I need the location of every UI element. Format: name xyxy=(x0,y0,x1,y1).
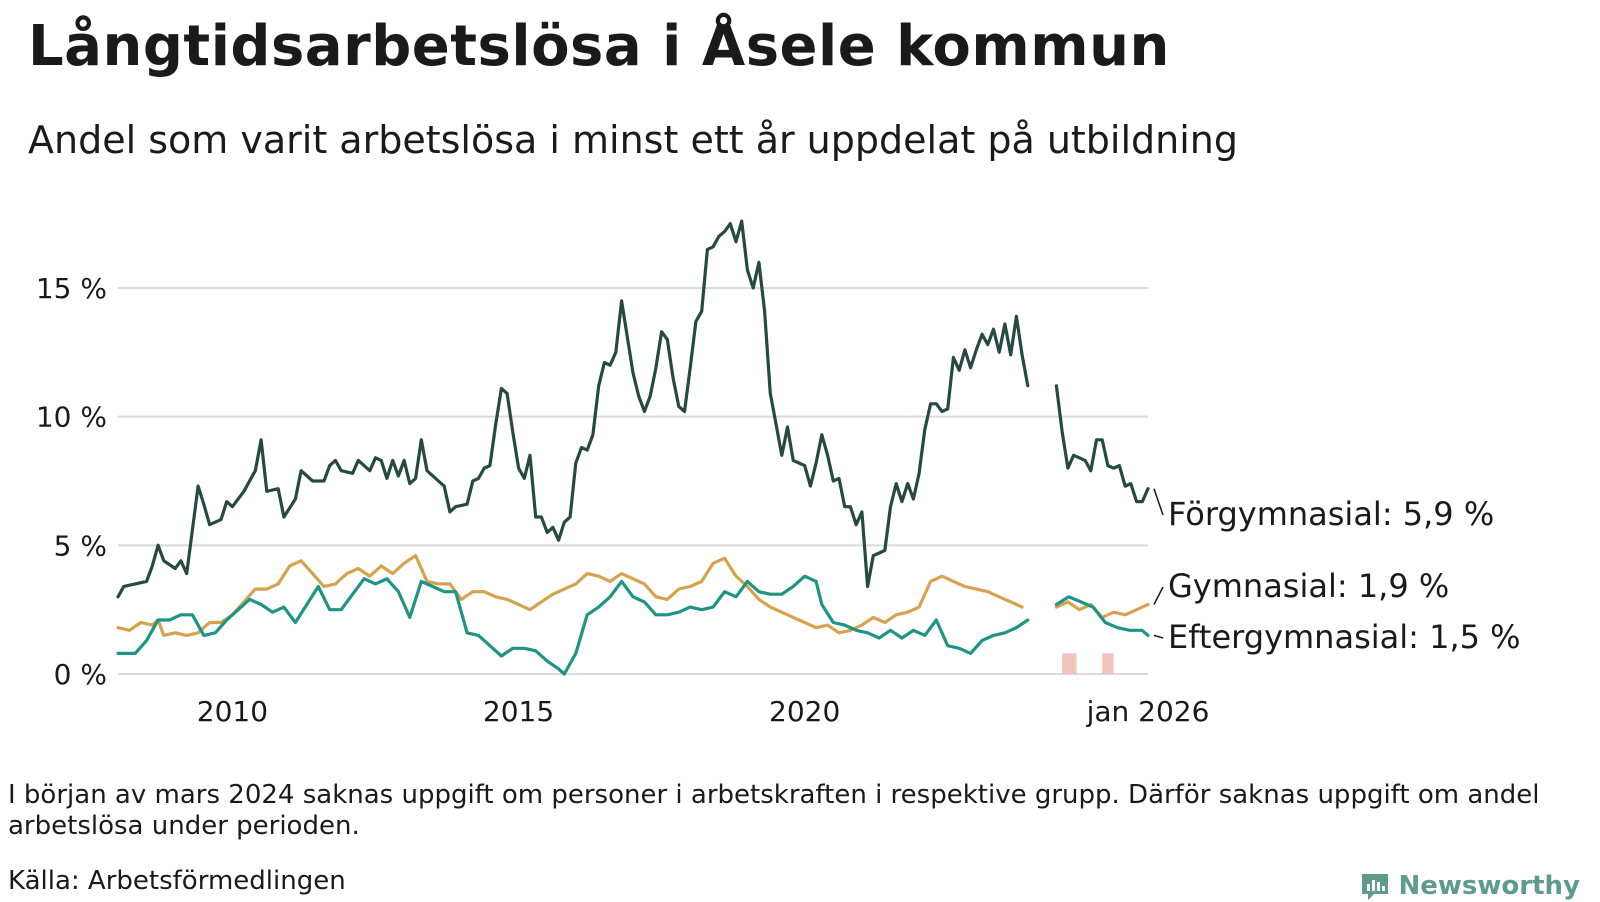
y-tick-label: 5 % xyxy=(54,529,107,562)
missing-data-marker xyxy=(1102,653,1114,674)
series-line-gymnasial xyxy=(1054,600,1150,619)
label-connector xyxy=(1153,488,1164,516)
y-tick-label: 15 % xyxy=(36,272,107,305)
chart-note: I början av mars 2024 saknas uppgift om … xyxy=(8,780,1540,841)
x-tick-label: 2020 xyxy=(769,695,840,728)
label-connector xyxy=(1153,634,1164,639)
chart-subtitle: Andel som varit arbetslösa i minst ett å… xyxy=(28,118,1239,162)
series-end-label: Förgymnasial: 5,9 % xyxy=(1168,495,1494,533)
series-line-gymnasial xyxy=(116,554,1024,637)
series-line-förgymnasial xyxy=(116,219,1030,599)
series-line-eftergymnasial xyxy=(116,574,1030,676)
series-line-förgymnasial xyxy=(1054,384,1150,504)
y-tick-label: 0 % xyxy=(54,658,107,691)
x-tick-label: 2015 xyxy=(483,695,554,728)
series-end-label: Eftergymnasial: 1,5 % xyxy=(1168,618,1521,656)
series-line-eftergymnasial xyxy=(1054,595,1150,637)
series-end-label: Gymnasial: 1,9 % xyxy=(1168,567,1449,605)
brand-logo: Newsworthy xyxy=(1359,870,1580,902)
chart-source: Källa: Arbetsförmedlingen xyxy=(8,866,346,896)
y-tick-label: 10 % xyxy=(36,401,107,434)
missing-data-marker xyxy=(1062,653,1077,674)
chart-title: Långtidsarbetslösa i Åsele kommun xyxy=(28,14,1170,79)
newsworthy-icon xyxy=(1361,874,1388,900)
label-connector xyxy=(1153,586,1164,605)
x-tick-label: jan 2026 xyxy=(1086,695,1210,728)
x-tick-label: 2010 xyxy=(197,695,268,728)
brand-name: Newsworthy xyxy=(1398,871,1580,901)
